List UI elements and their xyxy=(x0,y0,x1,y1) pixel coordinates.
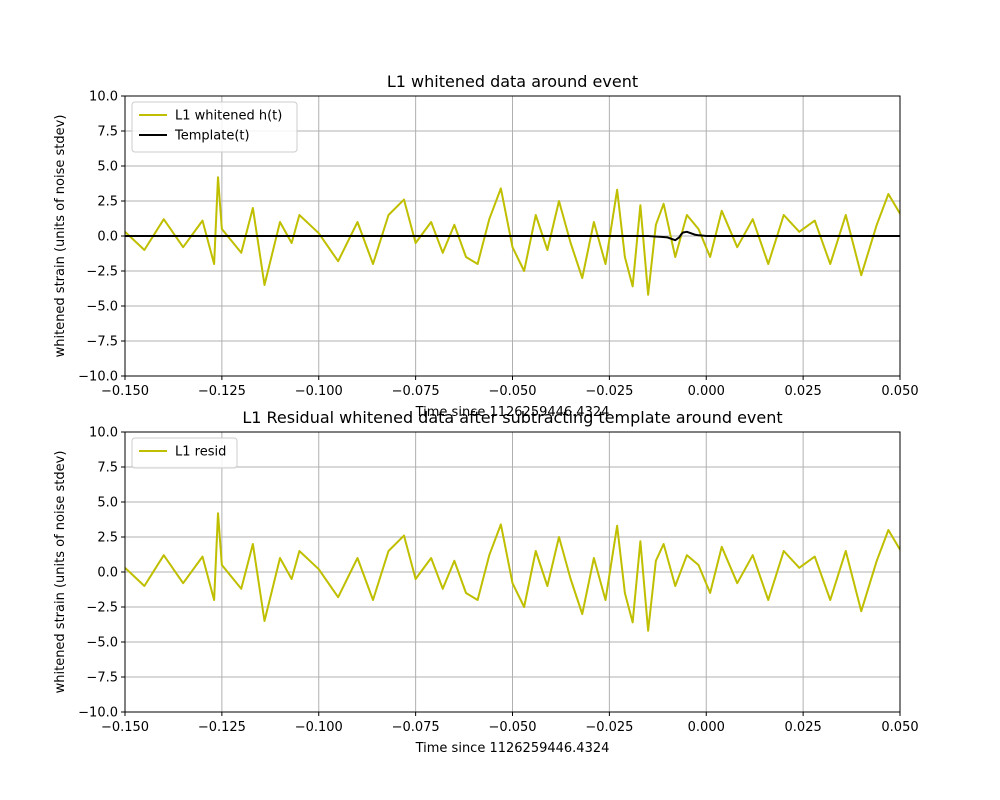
chart-panel-2: −0.150 −0.125 −0.100 −0.075 −0.050 −0.025 0.00… xyxy=(53,408,919,756)
y-tick-label: −5.0 xyxy=(86,636,118,651)
legend-box xyxy=(131,437,238,469)
y-tick-label: 5.0 xyxy=(97,160,118,175)
y-axis-label: whitened strain (units of noise stdev) xyxy=(53,115,68,358)
y-tick-label: −10.0 xyxy=(78,706,118,721)
x-tick-label: 0.000 xyxy=(688,720,725,735)
chart-title: L1 Residual whitened data after subtract… xyxy=(242,408,782,427)
x-tick-label: 0.050 xyxy=(881,384,918,399)
y-tick-label: −7.5 xyxy=(86,335,118,350)
y-tick-label: −10.0 xyxy=(78,370,118,385)
x-axis-label: Time since 1126259446.4324 xyxy=(415,405,610,420)
x-tick-label: −0.025 xyxy=(585,720,633,735)
legend-entry: L1 whitened h(t) xyxy=(175,109,282,124)
x-tick-label: −0.050 xyxy=(488,384,536,399)
y-tick-label: −2.5 xyxy=(86,601,118,616)
x-tick-label: −0.100 xyxy=(295,720,343,735)
y-tick-label: 7.5 xyxy=(97,461,118,476)
x-tick-label: −0.100 xyxy=(295,384,343,399)
y-axis-label: whitened strain (units of noise stdev) xyxy=(53,451,68,694)
chart-title: L1 whitened data around event xyxy=(387,72,638,91)
y-tick-label: 2.5 xyxy=(97,531,118,546)
x-tick-label: 0.025 xyxy=(785,720,822,735)
y-tick-label: −2.5 xyxy=(86,265,118,280)
x-tick-label: 0.050 xyxy=(881,720,918,735)
series-line-1 xyxy=(125,512,900,632)
x-tick-label: −0.050 xyxy=(488,720,536,735)
x-tick-label: −0.125 xyxy=(198,384,246,399)
x-tick-label: −0.025 xyxy=(585,384,633,399)
legend-entry: Template(t) xyxy=(174,129,250,144)
y-tick-label: 0.0 xyxy=(97,566,118,581)
y-tick-label: 10.0 xyxy=(89,90,118,105)
legend-box xyxy=(131,101,298,153)
y-tick-label: −5.0 xyxy=(86,300,118,315)
legend: L1 resid xyxy=(131,437,238,469)
y-tick-label: 7.5 xyxy=(97,125,118,140)
y-tick-label: 5.0 xyxy=(97,496,118,511)
y-tick-label: 0.0 xyxy=(97,230,118,245)
y-tick-label: −7.5 xyxy=(86,671,118,686)
x-tick-label: 0.025 xyxy=(785,384,822,399)
series-line-2 xyxy=(125,230,900,242)
legend-entry: L1 resid xyxy=(175,445,226,460)
legend: L1 whitened h(t) Template(t) xyxy=(131,101,298,153)
series-group xyxy=(125,176,900,296)
chart-panel-1: −0.150 −0.125 −0.100 −0.075 −0.050 −0.025 0.00… xyxy=(53,72,919,420)
series-group xyxy=(125,512,900,632)
x-tick-label: 0.000 xyxy=(688,384,725,399)
series-line-1 xyxy=(125,176,900,296)
x-axis-label: Time since 1126259446.4324 xyxy=(415,741,610,756)
x-tick-label: −0.150 xyxy=(101,384,149,399)
y-tick-label: 10.0 xyxy=(89,426,118,441)
x-tick-label: −0.075 xyxy=(392,720,440,735)
x-tick-label: −0.150 xyxy=(101,720,149,735)
x-tick-label: −0.125 xyxy=(198,720,246,735)
y-tick-label: 2.5 xyxy=(97,195,118,210)
x-tick-label: −0.075 xyxy=(392,384,440,399)
